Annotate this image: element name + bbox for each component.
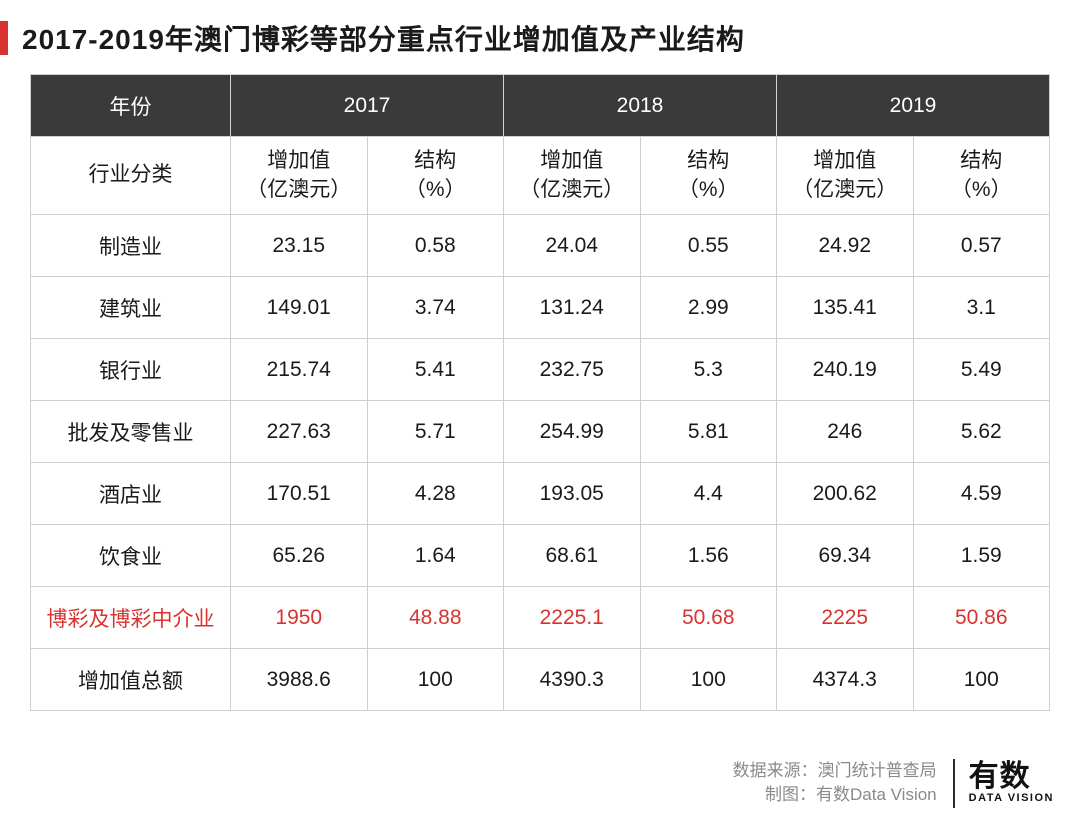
table-row: 酒店业170.514.28193.054.4200.624.59: [31, 463, 1050, 525]
struct-header: 结构（%）: [913, 137, 1050, 215]
logo: 有数 DATA VISION: [969, 762, 1054, 804]
logo-main: 有数: [969, 762, 1054, 792]
table-row: 批发及零售业227.635.71254.995.812465.62: [31, 401, 1050, 463]
cell: 246: [777, 401, 914, 463]
cell: 0.58: [367, 215, 504, 277]
cell: 50.68: [640, 587, 777, 649]
cell: 4390.3: [504, 649, 641, 711]
table-row: 饮食业65.261.6468.611.5669.341.59: [31, 525, 1050, 587]
struct-header: 结构（%）: [640, 137, 777, 215]
cell: 5.81: [640, 401, 777, 463]
cell: 4.59: [913, 463, 1050, 525]
row-label: 博彩及博彩中介业: [31, 587, 231, 649]
cell: 65.26: [231, 525, 368, 587]
cell: 48.88: [367, 587, 504, 649]
cell: 131.24: [504, 277, 641, 339]
source-label: 数据来源：: [733, 761, 818, 780]
value-header: 增加值（亿澳元）: [777, 137, 914, 215]
table-row: 建筑业149.013.74131.242.99135.413.1: [31, 277, 1050, 339]
title-bar: 2017-2019年澳门博彩等部分重点行业增加值及产业结构: [0, 0, 1080, 74]
cell: 193.05: [504, 463, 641, 525]
source-value: 澳门统计普查局: [818, 761, 937, 780]
cell: 100: [913, 649, 1050, 711]
page-title: 2017-2019年澳门博彩等部分重点行业增加值及产业结构: [22, 18, 745, 58]
cell: 170.51: [231, 463, 368, 525]
cell: 5.41: [367, 339, 504, 401]
table-row: 制造业23.150.5824.040.5524.920.57: [31, 215, 1050, 277]
row-label: 饮食业: [31, 525, 231, 587]
year-header-2018: 2018: [504, 75, 777, 137]
table-row: 增加值总额3988.61004390.31004374.3100: [31, 649, 1050, 711]
cell: 2225: [777, 587, 914, 649]
cell: 227.63: [231, 401, 368, 463]
table-row: 银行业215.745.41232.755.3240.195.49: [31, 339, 1050, 401]
cell: 1.59: [913, 525, 1050, 587]
struct-header: 结构（%）: [367, 137, 504, 215]
cell: 240.19: [777, 339, 914, 401]
cell: 4.28: [367, 463, 504, 525]
chart-value: 有数Data Vision: [816, 785, 937, 804]
value-header: 增加值（亿澳元）: [504, 137, 641, 215]
title-accent: [0, 21, 8, 55]
cell: 254.99: [504, 401, 641, 463]
cell: 5.49: [913, 339, 1050, 401]
row-label: 银行业: [31, 339, 231, 401]
cell: 200.62: [777, 463, 914, 525]
table-body: 制造业23.150.5824.040.5524.920.57建筑业149.013…: [31, 215, 1050, 711]
cell: 68.61: [504, 525, 641, 587]
cell: 3988.6: [231, 649, 368, 711]
cell: 50.86: [913, 587, 1050, 649]
cell: 135.41: [777, 277, 914, 339]
cell: 2.99: [640, 277, 777, 339]
cell: 3.1: [913, 277, 1050, 339]
cell: 232.75: [504, 339, 641, 401]
industry-table: 年份 2017 2018 2019 行业分类 增加值（亿澳元） 结构（%） 增加…: [30, 74, 1050, 711]
source-block: 数据来源：澳门统计普查局 制图：有数Data Vision: [733, 759, 955, 808]
cell: 149.01: [231, 277, 368, 339]
cell: 24.04: [504, 215, 641, 277]
table-row: 博彩及博彩中介业195048.882225.150.68222550.86: [31, 587, 1050, 649]
cell: 4374.3: [777, 649, 914, 711]
row-label: 建筑业: [31, 277, 231, 339]
year-label-header: 年份: [31, 75, 231, 137]
year-header-2017: 2017: [231, 75, 504, 137]
row-label: 酒店业: [31, 463, 231, 525]
category-label-header: 行业分类: [31, 137, 231, 215]
cell: 5.62: [913, 401, 1050, 463]
cell: 2225.1: [504, 587, 641, 649]
value-header: 增加值（亿澳元）: [231, 137, 368, 215]
cell: 3.74: [367, 277, 504, 339]
row-label: 增加值总额: [31, 649, 231, 711]
row-label: 批发及零售业: [31, 401, 231, 463]
logo-sub: DATA VISION: [969, 792, 1054, 804]
cell: 24.92: [777, 215, 914, 277]
year-header-2019: 2019: [777, 75, 1050, 137]
cell: 0.55: [640, 215, 777, 277]
cell: 100: [640, 649, 777, 711]
cell: 69.34: [777, 525, 914, 587]
cell: 215.74: [231, 339, 368, 401]
cell: 5.71: [367, 401, 504, 463]
cell: 4.4: [640, 463, 777, 525]
footer: 数据来源：澳门统计普查局 制图：有数Data Vision 有数 DATA VI…: [733, 759, 1054, 808]
cell: 5.3: [640, 339, 777, 401]
cell: 1.64: [367, 525, 504, 587]
cell: 0.57: [913, 215, 1050, 277]
cell: 23.15: [231, 215, 368, 277]
cell: 100: [367, 649, 504, 711]
cell: 1.56: [640, 525, 777, 587]
table-head: 年份 2017 2018 2019 行业分类 增加值（亿澳元） 结构（%） 增加…: [31, 75, 1050, 215]
cell: 1950: [231, 587, 368, 649]
row-label: 制造业: [31, 215, 231, 277]
chart-label: 制图：: [765, 785, 816, 804]
